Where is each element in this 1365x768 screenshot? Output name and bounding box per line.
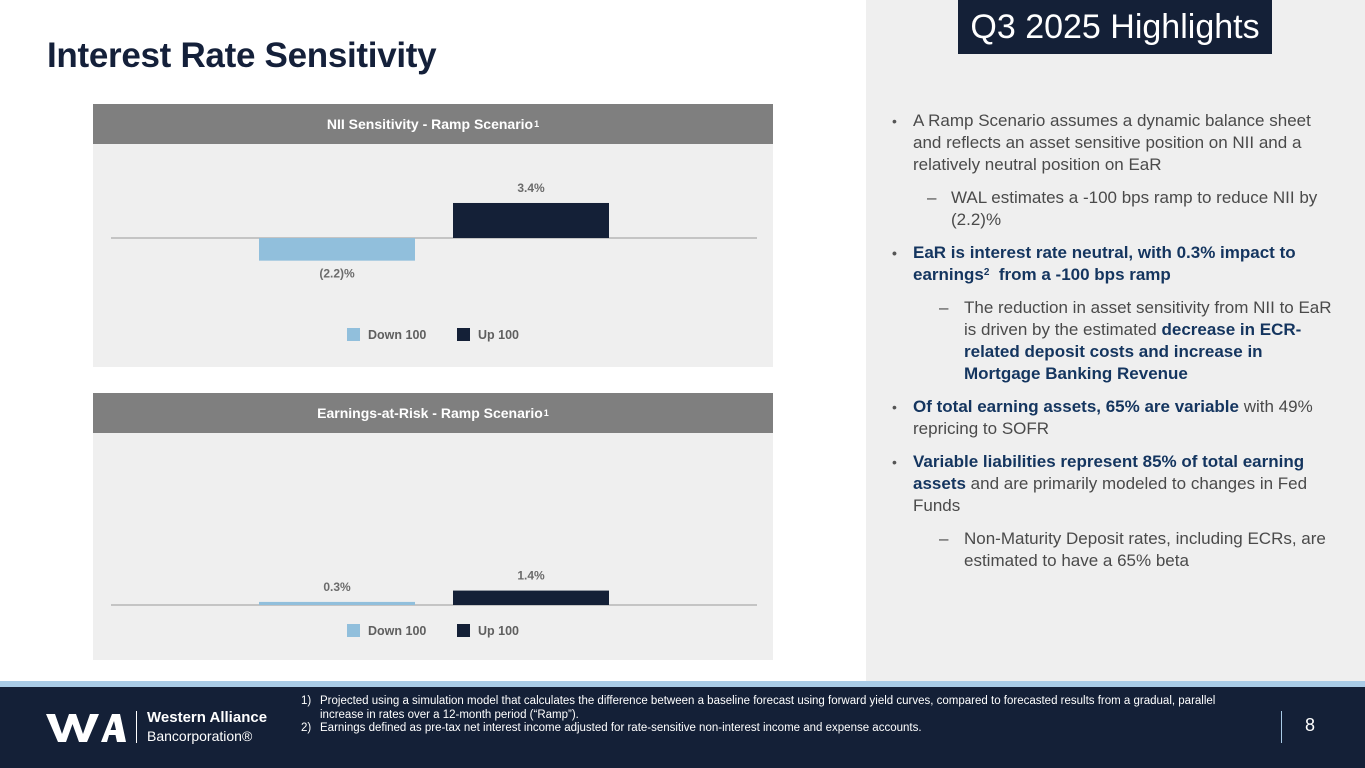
legend-label: Down 100 [368,624,426,638]
bar-up-100 [453,590,609,605]
nii-chart-title-sup: 1 [534,119,540,129]
legend-swatch [347,624,360,637]
footnotes: 1) Projected using a simulation model th… [301,695,1241,736]
bar-down-100 [259,238,415,261]
nii-chart-header: NII Sensitivity - Ramp Scenario 1 [93,104,773,144]
logo-divider [136,711,137,743]
ear-chart: 0.3% 1.4% Down 100 Up 100 [111,569,757,638]
page-number: 8 [1305,715,1316,735]
bullet-ramp-scenario: A Ramp Scenario assumes a dynamic balanc… [892,110,1342,176]
data-label: 1.4% [517,569,545,583]
footnote: 1) Projected using a simulation model th… [301,695,1216,721]
bar-down-100 [259,601,415,605]
bar-up-100 [453,202,609,238]
bullet-ear-neutral: EaR is interest rate neutral, with 0.3% … [892,242,1342,286]
nii-chart-panel: NII Sensitivity - Ramp Scenario 1 (2.2)% 3… [93,104,773,367]
ear-chart-title-sup: 1 [543,408,549,418]
legend-label: Up 100 [478,328,519,342]
legend-swatch [457,328,470,341]
legend-swatch [457,624,470,637]
legend-label: Up 100 [478,624,519,638]
sub-bullet-nii-reduction: WAL estimates a -100 bps ramp to reduce … [892,187,1342,231]
ear-chart-header: Earnings-at-Risk - Ramp Scenario 1 [93,393,773,433]
ear-chart-panel: Earnings-at-Risk - Ramp Scenario 1 0.3% 1.… [93,393,773,660]
wa-logo-icon [46,714,126,742]
logo-subname: Bancorporation® [147,728,253,744]
nii-chart-title: NII Sensitivity - Ramp Scenario [326,116,534,132]
data-label: 0.3% [323,580,351,594]
bullet-earning-assets: Of total earning assets, 65% are variabl… [892,396,1342,440]
data-label: (2.2)% [319,267,355,281]
highlights-badge: Q3 2025 Highlights [958,0,1272,54]
legend-swatch [347,328,360,341]
data-label: 3.4% [517,181,545,195]
ear-chart-title: Earnings-at-Risk - Ramp Scenario [317,405,543,421]
company-logo: Western Alliance Bancorporation® [46,709,267,745]
legend-label: Down 100 [368,328,426,342]
logo-name: Western Alliance [147,709,268,726]
page-number-divider [1281,711,1282,743]
page-title: Interest Rate Sensitivity [47,36,437,75]
highlights-list: A Ramp Scenario assumes a dynamic balanc… [892,110,1342,583]
sub-bullet-asset-sensitivity: The reduction in asset sensitivity from … [892,297,1342,385]
footnote: 2) Earnings defined as pre-tax net inter… [301,722,922,734]
bullet-variable-liabilities: Variable liabilities represent 85% of to… [892,451,1342,517]
nii-chart: (2.2)% 3.4% Down 100 Up 100 [111,181,757,342]
footer: Western Alliance Bancorporation® 1) Proj… [0,681,1365,768]
sub-bullet-deposit-beta: Non-Maturity Deposit rates, including EC… [892,528,1342,572]
